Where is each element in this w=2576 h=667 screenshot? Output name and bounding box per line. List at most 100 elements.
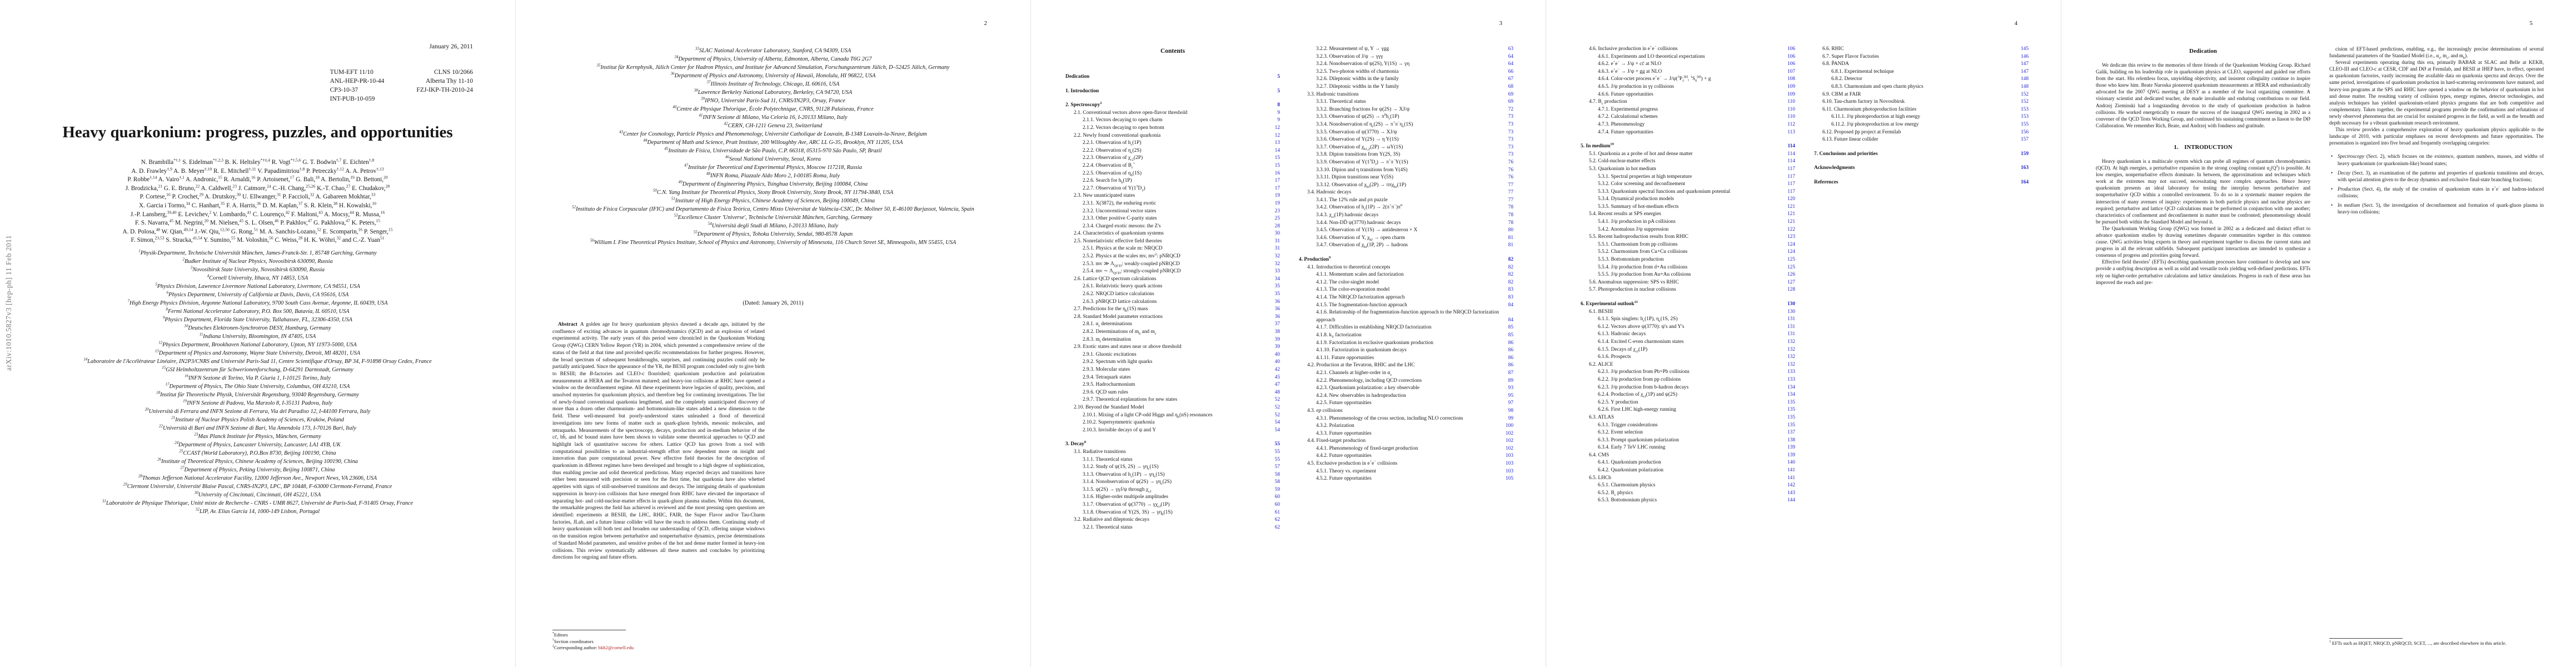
toc-entry[interactable]: 6.5.3. Bottomonium physics 144	[1581, 497, 1795, 505]
toc-page-link[interactable]: 31	[1274, 238, 1280, 244]
toc-entry[interactable]: 5.5.2. Charmonium from Cu+Cu collisions …	[1581, 248, 1795, 256]
toc-entry[interactable]: 4.2.3. Quarkonium polarization: a key ob…	[1299, 385, 1513, 392]
toc-entry[interactable]: 2. Spectroscopy2 8	[1065, 101, 1280, 109]
toc-entry[interactable]: 5.5.4. J/ψ production from d+Au collisio…	[1581, 264, 1795, 272]
toc-entry[interactable]: 2.10. Beyond the Standard Model 52	[1065, 404, 1280, 412]
toc-entry[interactable]: Acknowledgments 163	[1814, 165, 2029, 172]
toc-page-link[interactable]: 131	[1787, 331, 1795, 337]
toc-entry[interactable]: 2.3.3. Other positive C-parity states 25	[1065, 215, 1280, 223]
toc-entry[interactable]: 5.3.5. Summary of hot-medium effects 121	[1581, 203, 1795, 211]
toc-page-link[interactable]: 132	[1787, 346, 1795, 352]
toc-entry[interactable]: 2.9.5. Hadrocharmonium 47	[1065, 381, 1280, 389]
toc-entry[interactable]: 4.4.2. Future opportunities 103	[1299, 452, 1513, 460]
toc-page-link[interactable]: 103	[1505, 453, 1513, 459]
toc-entry[interactable]: 3.1.6. Higher-order multipole amplitudes…	[1065, 494, 1280, 501]
toc-page-link[interactable]: 108	[1787, 76, 1795, 82]
toc-page-link[interactable]: 125	[1787, 257, 1795, 263]
toc-entry[interactable]: 6.12. Proposed p̄p project at Fermilab 1…	[1814, 129, 2029, 137]
toc-page-link[interactable]: 57	[1274, 464, 1280, 470]
toc-entry[interactable]: 6.2. ALICE 132	[1581, 361, 1795, 369]
toc-page-link[interactable]: 105	[1505, 476, 1513, 482]
toc-entry[interactable]: 5.3.2. Color screening and deconfinement…	[1581, 181, 1795, 188]
toc-page-link[interactable]: 9	[1277, 117, 1280, 123]
toc-page-link[interactable]: 112	[1787, 121, 1795, 127]
toc-entry[interactable]: 6.11.1. J/ψ photoproduction at high ener…	[1814, 113, 2029, 121]
toc-entry[interactable]: 2.6.3. pNRQCD lattice calculations 36	[1065, 298, 1280, 306]
toc-page-link[interactable]: 110	[1787, 106, 1795, 112]
toc-entry[interactable]: 2.6.2. NRQCD lattice calculations 35	[1065, 291, 1280, 298]
toc-entry[interactable]: 2.8.3. mt determination 39	[1065, 336, 1280, 344]
toc-entry[interactable]: 3.1.3. Observation of hc(1P) → γηc(1S) 5…	[1065, 471, 1280, 479]
toc-page-link[interactable]: 117	[1787, 173, 1795, 180]
toc-entry[interactable]: 3.3.10. Dipion and η transitions from Υ(…	[1299, 167, 1513, 175]
toc-entry[interactable]: 5. In medium19 114	[1581, 142, 1795, 151]
toc-entry[interactable]: 3.4.4. Non-DD̄ ψ(3770) hadronic decays 7…	[1299, 220, 1513, 227]
toc-page-link[interactable]: 134	[1787, 384, 1795, 390]
toc-entry[interactable]: 2.2.3. Observation of χc2(2P) 15	[1065, 155, 1280, 162]
toc-entry[interactable]: 3.1.2. Study of ψ(1S, 2S) → γηc(1S) 57	[1065, 464, 1280, 471]
toc-page-link[interactable]: 30	[1274, 231, 1280, 237]
toc-entry[interactable]: 2.3.2. Unconventional vector states 23	[1065, 208, 1280, 216]
toc-entry[interactable]: 6.10. Tau-charm factory in Novosibirsk 1…	[1814, 98, 2029, 106]
toc-page-link[interactable]: 82	[1508, 257, 1513, 263]
toc-entry[interactable]: 4.6.1. Experiments and LO theoretical ex…	[1581, 53, 1795, 61]
toc-entry[interactable]: 3. Decay8 55	[1065, 440, 1280, 449]
toc-entry[interactable]: 4.1.2. The color-singlet model 82	[1299, 279, 1513, 287]
toc-page-link[interactable]: 153	[2020, 106, 2029, 112]
toc-page-link[interactable]: 80	[1508, 227, 1513, 233]
toc-page-link[interactable]: 132	[1787, 361, 1795, 367]
toc-page-link[interactable]: 52	[1274, 404, 1280, 410]
toc-page-link[interactable]: 107	[1787, 68, 1795, 74]
toc-page-link[interactable]: 142	[1787, 482, 1795, 489]
toc-page-link[interactable]: 114	[1787, 151, 1795, 157]
toc-page-link[interactable]: 86	[1508, 347, 1513, 354]
toc-page-link[interactable]: 12	[1274, 132, 1280, 138]
toc-page-link[interactable]: 36	[1274, 306, 1280, 312]
toc-entry[interactable]: 3.1. Radiative transitions 55	[1065, 449, 1280, 456]
toc-entry[interactable]: 3.1.8. Observation of Υ(2S, 3S) → γηb(1S…	[1065, 509, 1280, 517]
toc-page-link[interactable]: 76	[1508, 175, 1513, 181]
toc-entry[interactable]: 5.3.1. Spectral properties at high tempe…	[1581, 173, 1795, 181]
toc-page-link[interactable]: 110	[1787, 114, 1795, 120]
toc-page-link[interactable]: 121	[1787, 219, 1795, 225]
toc-entry[interactable]: 2.5.1. Physics at the scale m: NRQCD 31	[1065, 245, 1280, 253]
toc-entry[interactable]: 3.4.3. χcJ(1P) hadronic decays 78	[1299, 212, 1513, 220]
toc-page-link[interactable]: 35	[1274, 283, 1280, 290]
toc-page-link[interactable]: 55	[1274, 456, 1280, 462]
toc-page-link[interactable]: 117	[1787, 166, 1795, 172]
toc-page-link[interactable]: 86	[1508, 362, 1513, 369]
toc-page-link[interactable]: 40	[1274, 351, 1280, 357]
toc-entry[interactable]: 2.8.1. αs determinations 37	[1065, 321, 1280, 328]
toc-page-link[interactable]: 122	[1787, 226, 1795, 232]
toc-entry[interactable]: 6.6. RHIC 145	[1814, 46, 2029, 53]
toc-entry[interactable]: 2.9.1. Gluonic excitations 40	[1065, 351, 1280, 359]
toc-page-link[interactable]: 121	[1787, 211, 1795, 217]
toc-entry[interactable]: 6.3.3. Prompt quarkonium polarization 13…	[1581, 437, 1795, 445]
toc-entry[interactable]: 3.2.3. Observation of J/ψ → γγγ 64	[1299, 53, 1513, 61]
toc-page-link[interactable]: 109	[1787, 91, 1795, 97]
toc-page-link[interactable]: 58	[1274, 479, 1280, 485]
toc-entry[interactable]: 4.6.2. e+e− → J/ψ + cc̄ at NLO 106	[1581, 60, 1795, 68]
toc-entry[interactable]: 4. Production9 82	[1299, 256, 1513, 264]
toc-page-link[interactable]: 82	[1508, 279, 1513, 285]
toc-entry[interactable]: 3.4.6. Observation of Υ, χbJ → open char…	[1299, 235, 1513, 242]
toc-page-link[interactable]: 31	[1274, 246, 1280, 252]
toc-page-link[interactable]: 9	[1277, 109, 1280, 116]
toc-entry[interactable]: 6.2.5. Υ production 135	[1581, 399, 1795, 407]
toc-page-link[interactable]: 114	[1787, 143, 1795, 150]
toc-entry[interactable]: 6.5.1. Charmonium physics 142	[1581, 482, 1795, 490]
toc-page-link[interactable]: 8	[1277, 102, 1280, 108]
toc-page-link[interactable]: 32	[1274, 253, 1280, 260]
toc-entry[interactable]: 5.3. Quarkonium in hot medium 117	[1581, 166, 1795, 173]
toc-page-link[interactable]: 110	[1787, 99, 1795, 105]
toc-page-link[interactable]: 73	[1508, 152, 1513, 158]
toc-entry[interactable]: 4.2.5. Future opportunities 97	[1299, 400, 1513, 407]
toc-entry[interactable]: 2.9.7. Theoretical explanations for new …	[1065, 396, 1280, 404]
toc-entry[interactable]: 4.1.9. Factorization in exclusive quarko…	[1299, 340, 1513, 347]
toc-page-link[interactable]: 59	[1274, 486, 1280, 492]
toc-page-link[interactable]: 135	[1787, 422, 1795, 428]
toc-entry[interactable]: 4.3.3. Future opportunities 102	[1299, 430, 1513, 438]
toc-page-link[interactable]: 106	[1787, 53, 1795, 59]
toc-page-link[interactable]: 128	[1787, 287, 1795, 293]
toc-page-link[interactable]: 78	[1508, 220, 1513, 226]
